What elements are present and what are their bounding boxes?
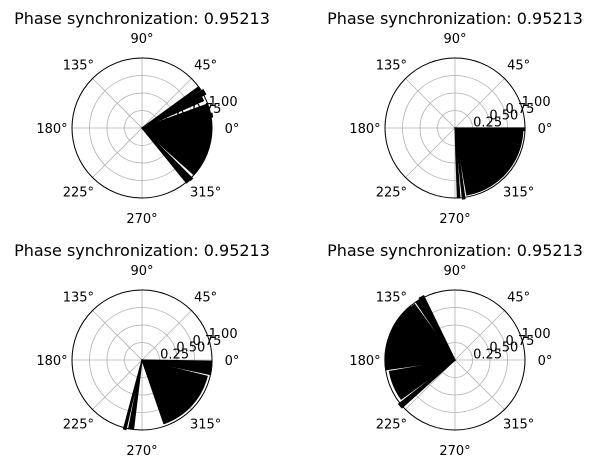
r-tick-label: 0.50 [489,341,518,356]
theta-tick-label: 135° [376,290,407,305]
r-tick-label: 0.25 [160,115,189,130]
theta-tick-label: 45° [194,290,217,305]
theta-tick-label: 180° [36,122,67,137]
polar-chart-2: Phase synchronization: 0.95213 0° 45° 90° 13… [327,9,583,227]
histogram-bar [410,303,456,361]
theta-tick-label: 180° [349,354,380,369]
histogram-bar [140,103,212,176]
theta-tick-label: 180° [349,122,380,137]
theta-tick-label: 45° [507,58,530,73]
r-tick-label: 0.50 [176,109,205,124]
angular-gridline [141,310,192,361]
angular-gridline [405,78,456,129]
histogram-bar [418,295,456,361]
histogram-bar [397,359,456,409]
r-tick-label: 0.25 [473,115,502,130]
angular-gridline [454,359,505,410]
theta-tick-label: 0° [225,122,240,137]
polar-chart-1: Phase synchronization: 0.95213 0° 45° 90° 13… [14,9,270,227]
theta-tick-label: 90° [443,264,466,279]
theta-tick-label: 135° [63,58,94,73]
r-tick-label: 0.75 [193,102,222,117]
histogram-bar [141,359,170,425]
theta-tick-label: 135° [63,290,94,305]
r-tick-label: 0.25 [473,347,502,362]
angular-gridline [405,127,456,178]
theta-tick-label: 135° [376,58,407,73]
theta-tick-label: 270° [126,444,157,459]
theta-tick-label: 225° [376,186,407,201]
polar-spine [71,289,213,431]
chart-title: Phase synchronization: 0.95213 [14,9,270,28]
histogram-bar [454,127,466,200]
theta-tick-label: 270° [439,212,470,227]
r-tick-label: 1.00 [522,95,551,110]
theta-tick-label: 270° [439,444,470,459]
polar-spine [384,289,526,431]
histogram-bar [141,127,191,184]
chart-title: Phase synchronization: 0.95213 [14,241,270,260]
theta-tick-label: 225° [376,418,407,433]
polar-chart-3: Phase synchronization: 0.95213 0° 45° 90° 13… [14,241,270,459]
r-tick-label: 1.00 [209,95,238,110]
histogram-bar [141,88,207,129]
theta-tick-label: 90° [130,264,153,279]
theta-tick-label: 90° [130,32,153,47]
polar-spine [384,57,526,199]
chart-title: Phase synchronization: 0.95213 [327,9,583,28]
r-tick-label: 0.25 [160,347,189,362]
theta-tick-label: 45° [507,290,530,305]
theta-tick-label: 90° [443,32,466,47]
theta-tick-label: 315° [503,418,534,433]
r-tick-label: 0.75 [506,334,535,349]
angular-gridline [92,127,143,178]
histogram-bar [454,127,522,196]
theta-tick-label: 180° [36,354,67,369]
histogram-bar [388,359,456,400]
r-tick-label: 0.75 [506,102,535,117]
r-tick-label: 0.50 [176,341,205,356]
angular-gridline [92,310,143,361]
angular-gridline [92,359,143,410]
theta-tick-label: 270° [126,212,157,227]
r-tick-label: 0.50 [489,109,518,124]
polar-chart-4: Phase synchronization: 0.95213 0° 45° 90° 13… [327,241,583,459]
angular-gridline [141,78,192,129]
histogram-bar [141,96,205,129]
angular-gridline [92,78,143,129]
r-tick-label: 1.00 [209,327,238,342]
theta-tick-label: 0° [538,122,553,137]
polar-spine [71,57,213,199]
theta-tick-label: 45° [194,58,217,73]
r-tick-label: 0.75 [193,334,222,349]
angular-gridline [405,359,456,410]
theta-tick-label: 0° [225,354,240,369]
theta-tick-label: 315° [190,186,221,201]
histogram-bar [141,127,194,182]
angular-gridline [454,310,505,361]
theta-tick-label: 0° [538,354,553,369]
histogram-bar [122,359,143,431]
theta-tick-label: 225° [63,418,94,433]
r-tick-label: 1.00 [522,327,551,342]
theta-tick-label: 225° [63,186,94,201]
chart-title: Phase synchronization: 0.95213 [327,241,583,260]
angular-gridline [454,78,505,129]
theta-tick-label: 315° [503,186,534,201]
theta-tick-label: 315° [190,418,221,433]
